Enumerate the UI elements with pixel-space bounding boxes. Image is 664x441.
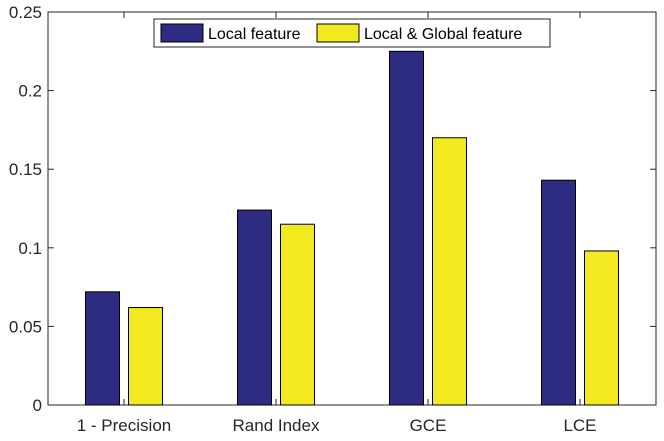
x-tick-label: 1 - Precision [77, 416, 171, 435]
y-tick-label: 0.05 [9, 317, 42, 336]
legend: Local feature Local & Global feature [153, 18, 551, 48]
bar-local-feature [541, 179, 576, 406]
x-tick-label: Rand Index [233, 416, 320, 435]
y-tick-label: 0 [33, 396, 42, 415]
y-tick-label: 0.25 [9, 3, 42, 22]
bar-local-global-feature [280, 223, 315, 406]
legend-label-local: Local feature [208, 26, 301, 43]
legend-label-local-global: Local & Global feature [364, 26, 522, 43]
plot-frame [47, 11, 657, 406]
bar-local-feature [85, 291, 120, 406]
y-tick-label: 0.1 [18, 239, 42, 258]
axes [47, 11, 657, 406]
bar-local-feature [389, 50, 424, 406]
legend-swatch-local [160, 23, 204, 43]
bar-local-feature [237, 209, 272, 406]
bar-local-global-feature [128, 307, 163, 406]
legend-swatch-local-global [316, 23, 360, 43]
y-tick-label: 0.15 [9, 160, 42, 179]
bars [85, 50, 619, 406]
x-tick-label: LCE [563, 416, 596, 435]
bar-local-global-feature [584, 250, 619, 406]
y-tick-label: 0.2 [18, 82, 42, 101]
x-tick-label: GCE [410, 416, 447, 435]
tick-labels: 0 0.05 0.1 0.15 0.2 0.25 1 - Precision Rand Ind… [9, 3, 597, 435]
bar-local-global-feature [432, 137, 467, 406]
